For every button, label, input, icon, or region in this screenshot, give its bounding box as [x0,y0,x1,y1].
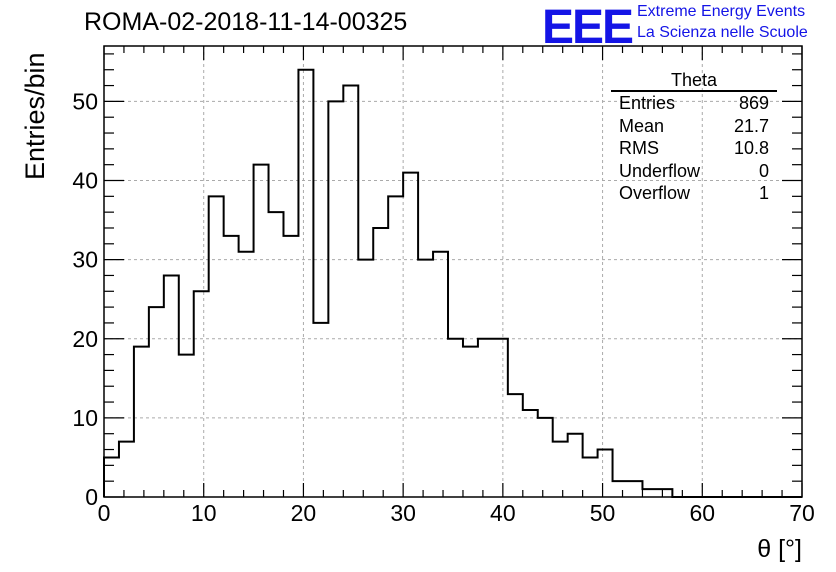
stats-label: RMS [619,138,659,159]
x-tick-label: 10 [191,500,217,526]
y-tick-label: 20 [72,326,98,352]
x-tick-label: 70 [789,500,815,526]
stats-value: 869 [738,93,769,113]
histogram-line [103,68,802,498]
y-tick-label: 30 [72,247,98,273]
y-tick-label: 40 [72,168,98,194]
y-tick-label: 0 [85,484,98,510]
stats-label: Underflow [619,160,701,181]
y-axis-label: Entries/bin [20,52,50,180]
x-tick-label: 30 [390,500,416,526]
x-tick-label: 20 [291,500,317,526]
stats-label: Entries [619,93,676,113]
eee-logo: EEE [542,1,634,54]
x-axis-label: θ [°] [757,535,802,563]
stats-value: 21.7 [733,115,769,136]
logo-tagline-2: La Scienza nelle Scuole [637,24,808,41]
stats-row-rms: RMS 10.8 [611,137,777,160]
chart-title: ROMA-02-2018-11-14-00325 [84,8,408,36]
plot-frame [103,45,803,498]
stats-value: 0 [758,160,769,181]
stats-row-overflow: Overflow 1 [611,182,777,205]
x-tick-label: 60 [689,500,715,526]
stats-row-entries: Entries 869 [611,92,777,115]
stats-title: Theta [611,70,777,92]
stats-label: Overflow [619,183,691,204]
logo-tagline-1: Extreme Energy Events [637,3,806,20]
stats-label: Mean [619,115,665,136]
y-tick-label: 10 [72,405,98,431]
stats-value: 1 [758,183,769,204]
stats-row-underflow: Underflow 0 [611,160,777,183]
axes-frame [103,45,803,498]
x-tick-label: 40 [490,500,516,526]
y-tick-label: 50 [72,88,98,114]
stats-value: 10.8 [733,138,769,159]
x-tick-label: 50 [590,500,616,526]
stats-box: Theta Entries 869 Mean 21.7 RMS 10.8 Und… [611,70,777,205]
histogram-series [103,68,802,498]
stats-row-mean: Mean 21.7 [611,115,777,138]
x-tick-label: 0 [98,500,111,526]
